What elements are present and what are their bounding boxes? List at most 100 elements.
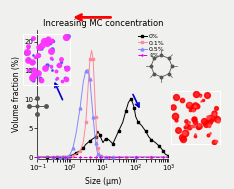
- Line: 0%: 0%: [36, 98, 170, 158]
- 0%: [131, 101, 134, 103]
- 0%: [157, 144, 160, 147]
- 1%: [52, 156, 55, 158]
- 0%: [79, 149, 81, 152]
- 0.5%: [111, 156, 114, 158]
- 0.5%: [69, 153, 72, 155]
- Line: 0.1%: 0.1%: [36, 49, 170, 158]
- 0.5%: [90, 98, 93, 101]
- 1%: [167, 156, 170, 158]
- 0.5%: [102, 156, 104, 158]
- 0.1%: [87, 87, 89, 89]
- 0.5%: [75, 133, 77, 135]
- 0.1%: [111, 156, 114, 158]
- 0.1%: [62, 156, 64, 158]
- 0.5%: [117, 156, 120, 158]
- 0.1%: [84, 121, 87, 124]
- 0%: [82, 147, 85, 149]
- 0%: [56, 156, 58, 158]
- 1%: [144, 156, 147, 158]
- 0.5%: [66, 156, 68, 158]
- 1%: [111, 156, 114, 158]
- 0%: [36, 156, 39, 158]
- 0.1%: [82, 142, 85, 144]
- Line: 0.5%: 0.5%: [36, 68, 170, 158]
- 0%: [117, 130, 120, 132]
- 0.1%: [102, 155, 104, 158]
- 0.5%: [71, 147, 74, 149]
- 0%: [92, 137, 95, 140]
- 0%: [164, 153, 167, 155]
- 0%: [62, 156, 64, 158]
- 0%: [59, 156, 62, 158]
- 1%: [102, 156, 104, 158]
- 0%: [162, 150, 165, 152]
- 0%: [66, 156, 68, 158]
- 0%: [115, 136, 117, 138]
- 0.5%: [62, 156, 64, 158]
- 0%: [42, 156, 45, 158]
- 0%: [96, 130, 99, 132]
- 0%: [134, 115, 137, 118]
- 0%: [88, 140, 91, 142]
- 0%: [104, 137, 107, 140]
- 0%: [98, 134, 101, 136]
- 0.1%: [59, 156, 62, 158]
- 0.5%: [167, 156, 170, 158]
- 0.1%: [107, 156, 110, 158]
- 0%: [121, 121, 124, 124]
- 0%: [150, 139, 153, 141]
- 1%: [107, 156, 110, 158]
- 0.5%: [93, 130, 96, 132]
- 0%: [144, 130, 147, 132]
- 0%: [67, 155, 70, 158]
- 0.5%: [104, 156, 107, 158]
- 0.5%: [95, 149, 98, 151]
- 1%: [59, 156, 62, 158]
- 0.1%: [69, 155, 72, 158]
- 0.5%: [134, 156, 137, 158]
- 0.1%: [134, 156, 137, 158]
- 0%: [129, 98, 132, 101]
- 0.1%: [79, 150, 81, 152]
- 0%: [133, 107, 136, 109]
- 0.1%: [100, 155, 103, 157]
- 0.5%: [84, 69, 87, 72]
- 0.5%: [79, 107, 81, 109]
- 1%: [88, 156, 91, 158]
- 1%: [157, 156, 160, 158]
- 0.1%: [64, 156, 66, 158]
- 1%: [162, 156, 165, 158]
- Line: 1%: 1%: [36, 156, 170, 158]
- 0%: [167, 155, 170, 157]
- 0%: [107, 139, 110, 141]
- 0%: [64, 156, 66, 158]
- 0%: [127, 101, 130, 103]
- 0%: [111, 143, 114, 145]
- 0.1%: [150, 156, 153, 158]
- 1%: [46, 156, 49, 158]
- 1%: [117, 156, 120, 158]
- 0.1%: [92, 58, 95, 60]
- 0.5%: [36, 156, 39, 158]
- 0.5%: [92, 115, 95, 118]
- 0.1%: [56, 156, 58, 158]
- 0%: [69, 155, 72, 157]
- 0.1%: [104, 156, 107, 158]
- 0.1%: [93, 87, 96, 89]
- 0.1%: [71, 155, 74, 157]
- 0.5%: [107, 156, 110, 158]
- 0.5%: [94, 142, 97, 144]
- 0%: [84, 143, 87, 146]
- 0.5%: [82, 81, 85, 83]
- Title: Increasing MC concentration: Increasing MC concentration: [43, 19, 163, 28]
- 0.1%: [124, 156, 127, 158]
- 0.5%: [88, 78, 91, 80]
- 0.1%: [66, 156, 68, 158]
- 0.1%: [90, 49, 93, 52]
- 1%: [96, 156, 99, 158]
- 0.5%: [87, 68, 89, 70]
- 0.5%: [98, 155, 101, 157]
- 0.5%: [96, 153, 99, 155]
- 1%: [69, 156, 72, 158]
- 0%: [46, 156, 49, 158]
